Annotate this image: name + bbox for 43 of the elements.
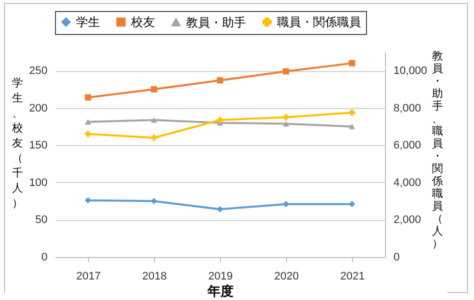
y-tick-label: 150 xyxy=(29,140,48,152)
legend-label: 教員・助手 xyxy=(186,15,246,30)
x-tick-label: 2019 xyxy=(208,270,233,282)
x-tick-label: 2020 xyxy=(274,270,299,282)
y-tick-label: 200 xyxy=(29,102,48,114)
point xyxy=(282,200,290,208)
point xyxy=(216,116,224,124)
point xyxy=(84,119,92,125)
y-tick-label: 100 xyxy=(29,176,48,189)
point xyxy=(84,130,92,138)
point xyxy=(282,68,290,75)
y-tick-label: 250 xyxy=(29,65,48,78)
point xyxy=(216,77,224,84)
y-tick-label: 0 xyxy=(41,252,48,264)
legend-label: 職員・関係職員 xyxy=(277,15,361,30)
x-tick-label: 2017 xyxy=(76,270,101,282)
point xyxy=(348,124,356,130)
point xyxy=(348,109,356,116)
point xyxy=(84,197,92,204)
point xyxy=(282,114,290,120)
x-axis-title: 年度 xyxy=(206,284,234,298)
point xyxy=(348,200,356,208)
point xyxy=(150,198,158,204)
x-tick-label: 2021 xyxy=(340,270,365,282)
point xyxy=(216,206,224,212)
point xyxy=(84,94,92,101)
text: 学生、校友（千人） xyxy=(12,78,23,210)
x-tick-label: 2018 xyxy=(142,270,167,282)
y2-tick-label: 2,000 xyxy=(394,214,422,226)
point xyxy=(150,86,158,92)
y2-tick-label: 0 xyxy=(394,252,400,264)
y-tick-label: 50 xyxy=(35,214,48,226)
point xyxy=(282,121,290,126)
legend-label: 学生 xyxy=(76,15,100,30)
point xyxy=(150,134,158,141)
text: 教員・助手、職員・関係職員（人） xyxy=(432,50,443,250)
y2-tick-label: 10,000 xyxy=(394,65,428,78)
point xyxy=(348,60,356,66)
y2-tick-label: 6,000 xyxy=(394,140,422,152)
point xyxy=(150,117,158,123)
legend-label: 校友 xyxy=(130,15,155,30)
y2-tick-label: 4,000 xyxy=(394,176,422,189)
y2-tick-label: 8,000 xyxy=(394,102,422,114)
